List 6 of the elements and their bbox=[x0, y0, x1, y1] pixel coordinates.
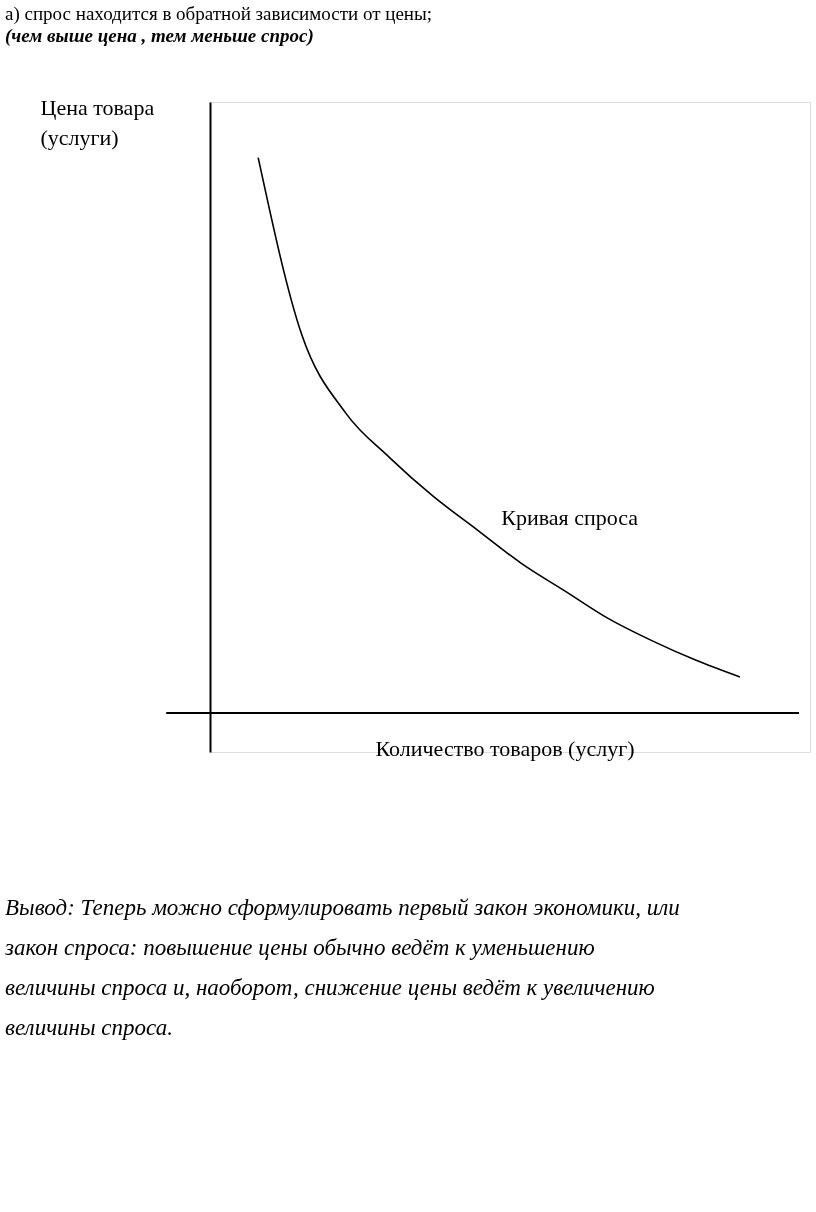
text: Вывод: Теперь можно сформулировать первый закон экономики, или закон спроса: повышение цены обычно ведёт к уменьшению величины спроса и, наоборот, снижение цены ведёт к увеличению величины спроса. bbox=[4, 895, 680, 1040]
chart-subtitle: (чем выше цена , тем меньше спрос) bbox=[5, 25, 314, 47]
y-axis-title: Цена товара (услуги) bbox=[40, 94, 155, 150]
annotation: Кривая спроса bbox=[501, 504, 639, 530]
x-axis-title: Количество товаров (услуг) bbox=[375, 735, 635, 761]
chart-title: а) спрос находится в обратной зависимости от цены; bbox=[5, 3, 433, 25]
